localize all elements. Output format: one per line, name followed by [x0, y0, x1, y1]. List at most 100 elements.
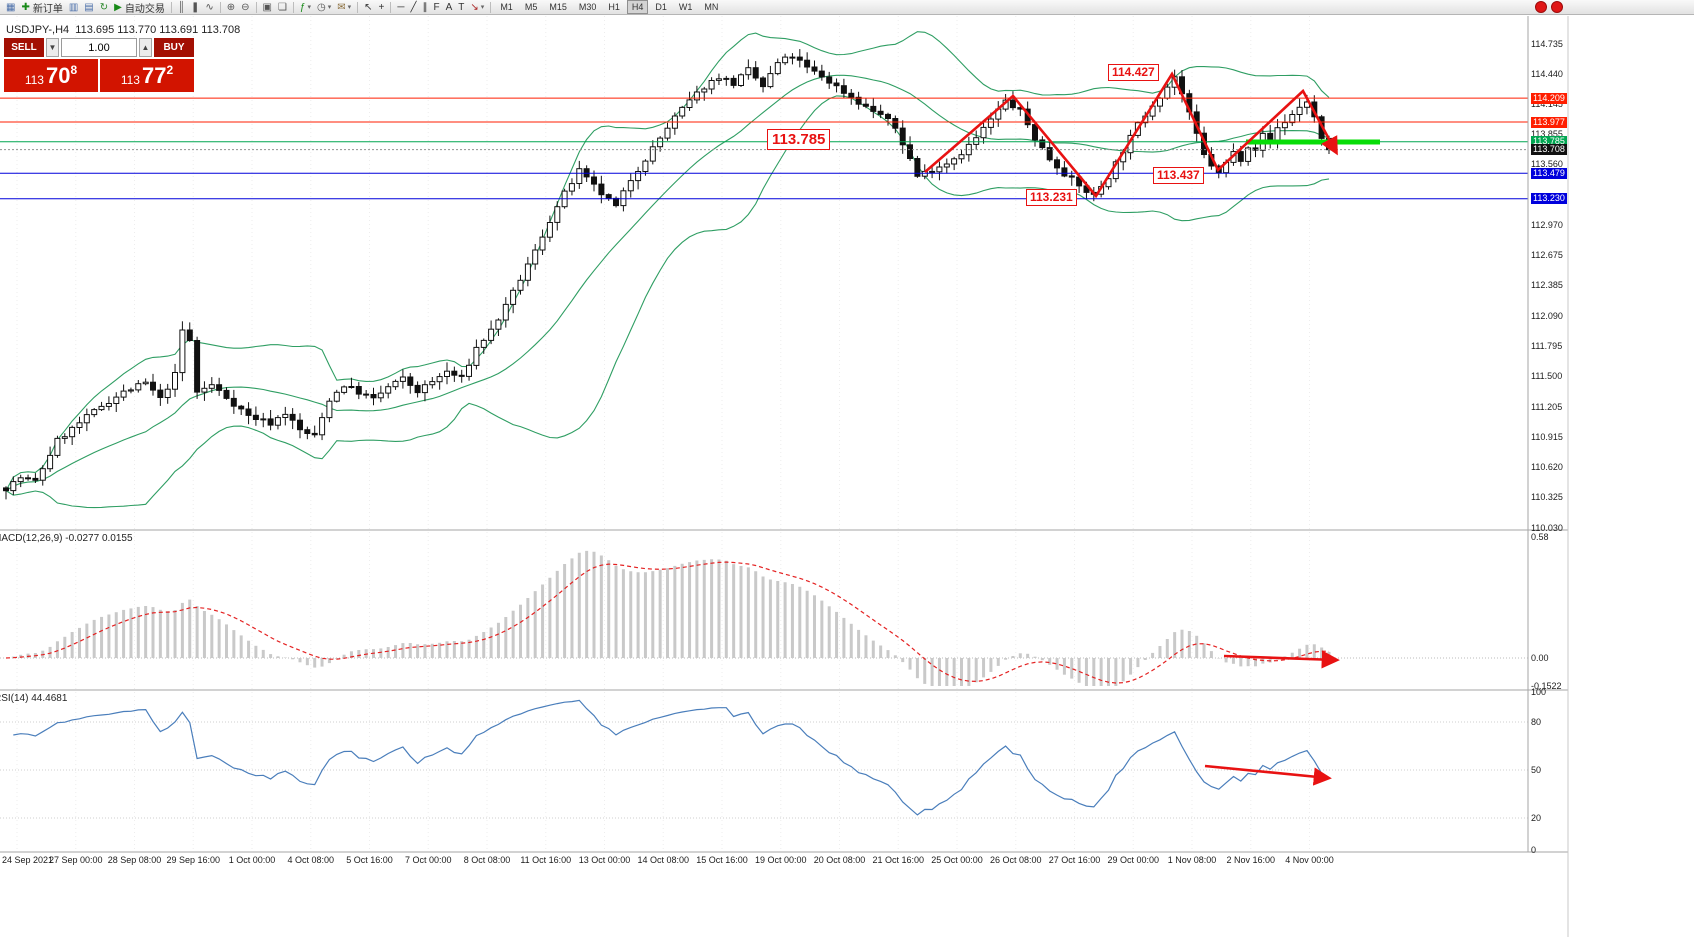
buy-price-button[interactable]: 113 77 2 [100, 59, 194, 92]
tile-windows-icon[interactable]: ▣ [260, 1, 275, 14]
price-tag-113-437[interactable]: 113.437 [1153, 167, 1204, 184]
volume-increase-button[interactable]: ▲ [139, 38, 152, 57]
trendline-tool-icon: ╱ [410, 1, 417, 13]
timeframe-m5-button[interactable]: M5 [524, 2, 538, 12]
toolbar-left-group: ▦ ✚ 新订单 ▥ ▤ ↻ ▶ 自动交易 ║ ❚ ∿ ⊕ ⊖ ▣ ❏ ƒ ▾ ◷ ▾ ✉ ▾ ↖ + ─ ╱ ∥ F A T ↘ ▾ [3, 0, 494, 15]
one-click-trading-panel: SELL ▼ ▲ BUY 113 70 8 113 77 2 [4, 38, 194, 92]
volume-decrease-button[interactable]: ▼ [46, 38, 59, 57]
time-tick-label: 4 Oct 08:00 [287, 855, 335, 865]
price-tick-label: 113.560 [1531, 159, 1563, 170]
red-alert-icon-2[interactable] [1551, 1, 1563, 13]
new-order-button[interactable]: ✚ 新订单 [18, 1, 65, 15]
price-tick-label: 114.440 [1531, 68, 1563, 79]
zoom-in-icon: ⊕ [226, 1, 236, 13]
time-tick-label: 28 Sep 08:00 [107, 855, 162, 865]
volume-input[interactable] [61, 38, 137, 57]
time-axis[interactable]: 24 Sep 2021 27 Sep 00:00 28 Sep 08:00 29 Se… [0, 852, 1528, 868]
periods-icon[interactable]: ◷ ▾ [314, 1, 334, 14]
fibonacci-tool-icon: F [433, 1, 440, 13]
time-tick-label: 21 Oct 16:00 [872, 855, 925, 865]
cursor-icon: ↖ [364, 1, 373, 13]
candlestick-chart-icon[interactable]: ❚ [188, 1, 202, 14]
time-tick-label: 13 Oct 00:00 [578, 855, 631, 865]
timeframe-mn-button[interactable]: MN [704, 2, 719, 12]
arrow-objects-icon[interactable]: ↘ ▾ [467, 1, 487, 14]
macd-indicator [0, 550, 1528, 686]
arrow-objects-dropdown-icon[interactable]: ▾ [480, 4, 485, 11]
new-chart-icon[interactable]: ▦ [3, 1, 18, 14]
market-watch-icon[interactable]: ▥ [66, 1, 81, 14]
crosshair-icon[interactable]: + [376, 1, 388, 14]
equidistant-channel-tool-icon[interactable]: ∥ [420, 1, 431, 14]
buy-price-big: 77 [141, 63, 167, 88]
timeframe-m30-button[interactable]: M30 [578, 2, 597, 12]
line-chart-icon[interactable]: ∿ [202, 1, 216, 14]
timeframe-m15-button[interactable]: M15 [549, 2, 567, 12]
price-tag-113-231[interactable]: 113.231 [1026, 189, 1077, 206]
templates-icon: ✉ [337, 1, 346, 13]
bar-chart-icon: ║ [177, 1, 185, 13]
price-tick-label: 111.205 [1531, 401, 1563, 412]
time-tick-label: 29 Sep 16:00 [166, 855, 221, 865]
bollinger-bands [5, 31, 1330, 509]
time-tick-label: 4 Nov 00:00 [1285, 855, 1334, 865]
time-tick-label: 29 Oct 00:00 [1107, 855, 1160, 865]
price-tag-114-427[interactable]: 114.427 [1108, 64, 1159, 81]
price-axis[interactable]: 114.735 114.440 114.145 113.855 113.560 112.9… [1529, 16, 1593, 855]
zoom-out-icon: ⊖ [241, 1, 250, 13]
horizontal-line-tool-icon[interactable]: ─ [394, 1, 407, 14]
price-tag-113-785[interactable]: 113.785 [767, 129, 831, 150]
indicators-icon[interactable]: ƒ ▾ [297, 1, 314, 14]
trendline-tool-icon[interactable]: ╱ [407, 1, 419, 14]
refresh-icon[interactable]: ↻ [97, 1, 111, 14]
support-line-2-label: 113.230 [1531, 193, 1567, 205]
timeframe-w1-button[interactable]: W1 [678, 2, 693, 12]
cursor-icon[interactable]: ↖ [361, 1, 375, 14]
bar-chart-icon[interactable]: ║ [175, 1, 188, 14]
refresh-icon: ↻ [99, 1, 109, 13]
templates-icon[interactable]: ✉ ▾ [334, 1, 354, 14]
price-tick-label: 111.795 [1531, 340, 1563, 351]
zoom-in-icon[interactable]: ⊕ [224, 1, 238, 14]
green-level-line-label: 113.785 [1531, 136, 1567, 148]
buy-button[interactable]: BUY [154, 38, 194, 57]
red-alert-icon-1[interactable] [1535, 1, 1547, 13]
price-tick-label: 111.500 [1531, 371, 1563, 382]
line-chart-icon: ∿ [205, 1, 214, 13]
timeframe-d1-button[interactable]: D1 [655, 2, 667, 12]
indicators-dropdown-icon[interactable]: ▾ [307, 4, 311, 11]
cascade-windows-icon[interactable]: ❏ [275, 1, 290, 14]
sell-button[interactable]: SELL [4, 38, 44, 57]
fibonacci-tool-icon[interactable]: F [431, 1, 443, 14]
label-tool-icon[interactable]: T [455, 1, 467, 14]
price-tick-label: 114.145 [1531, 99, 1563, 110]
time-tick-label: 14 Oct 08:00 [637, 855, 690, 865]
toolbar: ▦ ✚ 新订单 ▥ ▤ ↻ ▶ 自动交易 ║ ❚ ∿ ⊕ ⊖ ▣ ❏ ƒ ▾ ◷ ▾ ✉ ▾ ↖ + ─ ╱ ∥ F A T ↘ ▾ M1 M… [0, 0, 1694, 15]
timeframe-m1-button[interactable]: M1 [500, 2, 513, 12]
navigator-icon: ▤ [84, 1, 94, 13]
periods-dropdown-icon[interactable]: ▾ [327, 4, 332, 11]
time-tick-label: 19 Oct 00:00 [754, 855, 807, 865]
autotrading-button[interactable]: ▶ 自动交易 [111, 1, 168, 15]
timeframe-h4-button[interactable]: H4 [626, 0, 649, 14]
macd-scale-label: -0.1522 [1531, 680, 1562, 691]
indicators-icon: ƒ [299, 1, 306, 13]
templates-dropdown-icon[interactable]: ▾ [347, 4, 352, 11]
price-tick-label: 112.970 [1531, 220, 1563, 231]
price-tick-label: 110.915 [1531, 431, 1563, 442]
candlestick-chart-icon: ❚ [190, 1, 200, 13]
price-tick-label: 110.620 [1531, 461, 1563, 472]
sell-price-button[interactable]: 113 70 8 [4, 59, 98, 92]
autotrading-button-label: 自动交易 [124, 3, 165, 15]
sell-price-prefix: 113 [24, 73, 44, 87]
toolbar-separator [390, 1, 392, 13]
time-tick-label: 20 Oct 08:00 [813, 855, 866, 865]
text-tool-icon[interactable]: A [443, 1, 456, 14]
zoom-out-icon[interactable]: ⊖ [238, 1, 252, 14]
timeframe-h1-button[interactable]: H1 [608, 2, 620, 12]
time-tick-label: 27 Oct 16:00 [1048, 855, 1101, 865]
resistance-line-2-label: 113.977 [1531, 116, 1567, 128]
navigator-icon[interactable]: ▤ [81, 1, 96, 14]
time-tick-label: 26 Oct 08:00 [989, 855, 1042, 865]
